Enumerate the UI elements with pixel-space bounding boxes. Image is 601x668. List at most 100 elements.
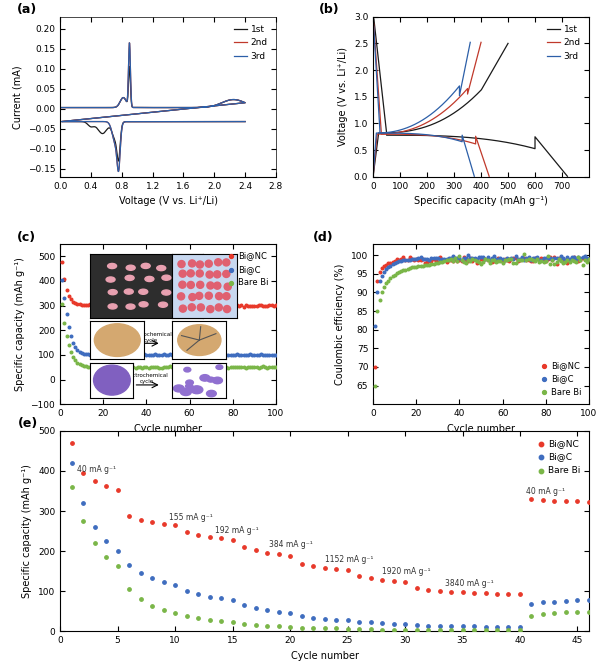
Bi@NC (116, 300, 126, 311)
Bi@NC (217, 300, 227, 311)
Bi@C (515, 622, 525, 633)
Bare Bi (194, 361, 203, 372)
Bi@NC (269, 301, 279, 311)
Bi@NC (412, 582, 421, 593)
Bi@C (135, 349, 145, 360)
Bi@NC (320, 562, 329, 573)
Bi@NC (239, 301, 248, 312)
Bi@C (127, 349, 136, 360)
Bare Bi (139, 362, 149, 373)
1st (180, 118, 187, 126)
3rd (393, 129, 400, 137)
Bi@C (450, 253, 460, 263)
Bi@NC (64, 291, 73, 301)
Bi@C (129, 349, 138, 360)
Bi@NC (163, 300, 173, 311)
Bi@NC (578, 253, 587, 264)
Bi@C (176, 350, 186, 361)
Bi@C (418, 254, 427, 265)
Text: (e): (e) (18, 417, 38, 430)
Bare Bi (515, 255, 525, 265)
Bi@NC (438, 255, 447, 265)
3rd (447, 135, 454, 143)
Bi@NC (189, 301, 199, 311)
Bare Bi (420, 260, 430, 271)
Bare Bi (534, 257, 544, 268)
Bi@NC (504, 589, 513, 599)
Bi@NC (400, 577, 410, 588)
Bi@NC (532, 253, 542, 263)
Bi@NC (260, 301, 270, 311)
Bi@NC (526, 494, 536, 504)
Bare Bi (64, 340, 73, 351)
3rd (242, 118, 249, 126)
Bare Bi (159, 605, 168, 616)
Bi@NC (58, 257, 67, 267)
Bare Bi (526, 254, 535, 265)
Bi@C (185, 350, 195, 361)
Bare Bi (308, 623, 318, 633)
Bi@C (517, 252, 527, 263)
Bi@C (420, 253, 430, 264)
Bi@NC (502, 255, 512, 266)
Bi@NC (468, 256, 477, 267)
Bare Bi (517, 255, 527, 265)
Y-axis label: Current (mA): Current (mA) (12, 65, 22, 128)
Bi@NC (79, 299, 89, 310)
Bare Bi (401, 265, 410, 275)
Bi@C (124, 560, 134, 570)
X-axis label: Specific capacity (mAh g⁻¹): Specific capacity (mAh g⁻¹) (414, 196, 548, 206)
Bi@C (343, 615, 352, 626)
Bi@C (111, 350, 121, 361)
Bi@NC (120, 301, 130, 311)
Bare Bi (174, 361, 184, 372)
Bare Bi (560, 257, 570, 267)
Bare Bi (366, 624, 376, 635)
Bare Bi (258, 361, 268, 372)
Bi@NC (576, 255, 585, 266)
Bare Bi (567, 255, 576, 266)
1st (115, 157, 122, 165)
Legend: Bi@NC, Bi@C, Bare Bi: Bi@NC, Bi@C, Bare Bi (533, 436, 584, 479)
Bi@NC (102, 481, 111, 492)
1st (224, 96, 231, 104)
Bi@NC (103, 300, 112, 311)
Bi@C (439, 253, 449, 264)
Bi@NC (453, 255, 462, 266)
Bi@C (392, 257, 401, 267)
Bi@NC (427, 256, 436, 267)
Bare Bi (526, 611, 536, 621)
Bi@NC (122, 299, 132, 310)
Bi@NC (194, 300, 203, 311)
Bare Bi (73, 357, 82, 368)
Bi@NC (267, 300, 276, 311)
Bi@NC (444, 255, 454, 266)
Bi@C (59, 293, 69, 303)
Bi@C (200, 349, 210, 360)
Bi@NC (496, 254, 505, 265)
Bare Bi (233, 362, 242, 373)
1st (58, 104, 66, 112)
Bi@C (470, 253, 480, 264)
Bare Bi (388, 271, 397, 282)
Bi@NC (582, 255, 591, 266)
Bare Bi (407, 262, 416, 273)
Bi@C (550, 597, 560, 607)
Bi@NC (515, 255, 525, 265)
Bi@C (116, 349, 126, 360)
Bi@NC (159, 301, 168, 312)
Bi@NC (383, 258, 393, 269)
Bare Bi (205, 615, 215, 625)
Bi@C (58, 275, 67, 285)
Bi@C (377, 618, 387, 629)
Bare Bi (438, 257, 447, 268)
Bare Bi (213, 362, 222, 373)
Bare Bi (538, 609, 548, 620)
Bare Bi (412, 261, 421, 272)
Bi@C (397, 255, 406, 266)
Bi@NC (413, 255, 423, 266)
Bi@C (511, 251, 520, 262)
Bi@C (481, 621, 490, 632)
Bare Bi (216, 616, 226, 627)
Bi@NC (137, 300, 147, 311)
